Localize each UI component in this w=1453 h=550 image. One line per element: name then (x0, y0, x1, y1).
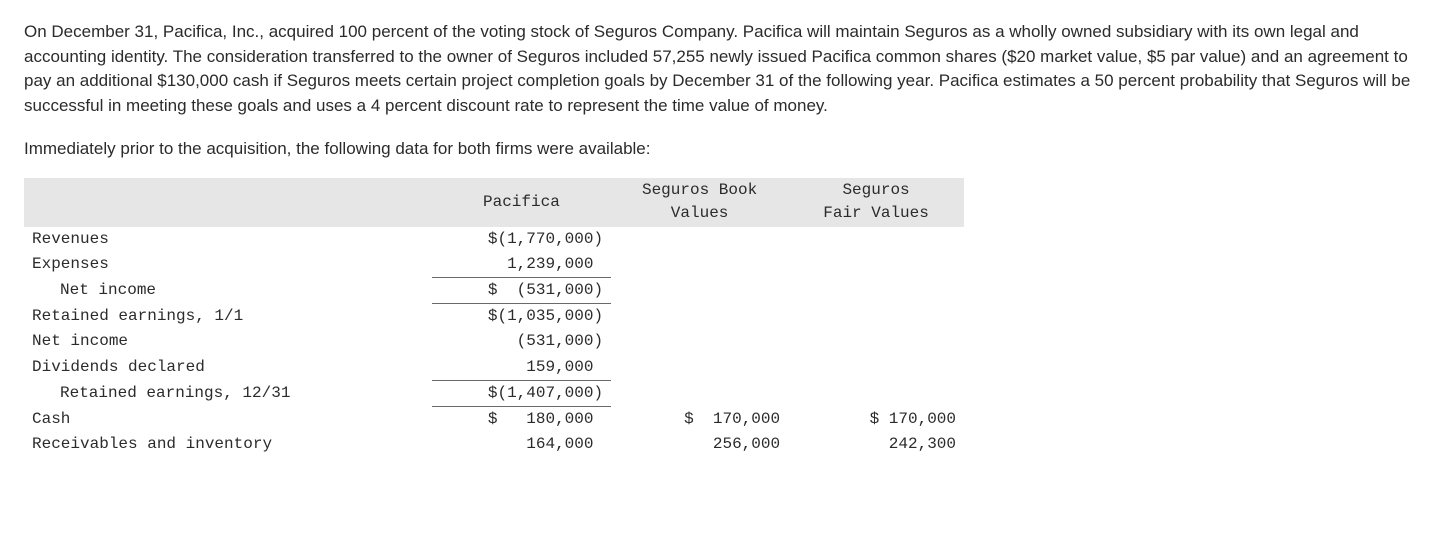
cell-value: 1,239,000 (432, 252, 611, 278)
cell-value: 256,000 (611, 432, 788, 457)
cell-value: 242,300 (788, 432, 964, 457)
cell-value: $ 170,000 (611, 406, 788, 432)
cell-value (788, 304, 964, 330)
problem-paragraph-2: Immediately prior to the acquisition, th… (24, 137, 1429, 162)
cell-value (611, 380, 788, 406)
row-label: Dividends declared (24, 355, 432, 381)
cell-value (611, 304, 788, 330)
col-header-seguros-book: Seguros Book Values (611, 178, 788, 226)
row-label: Expenses (24, 252, 432, 278)
cell-value: $ 170,000 (788, 406, 964, 432)
table-row: Revenues $(1,770,000) (24, 227, 964, 252)
table-row: Expenses 1,239,000 (24, 252, 964, 278)
row-label: Cash (24, 406, 432, 432)
cell-value (788, 277, 964, 303)
cell-value: $(1,407,000) (432, 380, 611, 406)
cell-value (788, 252, 964, 278)
table-row: Dividends declared 159,000 (24, 355, 964, 381)
row-label: Revenues (24, 227, 432, 252)
cell-value: (531,000) (432, 329, 611, 354)
table-row: Receivables and inventory 164,000 256,00… (24, 432, 964, 457)
cell-value (788, 355, 964, 381)
col-header-pacifica: Pacifica (432, 178, 611, 226)
row-label: Net income (24, 277, 432, 303)
cell-value: 159,000 (432, 355, 611, 381)
cell-value (611, 227, 788, 252)
cell-value: $(1,035,000) (432, 304, 611, 330)
col-header-seguros-fair: Seguros Fair Values (788, 178, 964, 226)
row-label: Receivables and inventory (24, 432, 432, 457)
cell-value: $ (531,000) (432, 277, 611, 303)
table-row: Cash $ 180,000 $ 170,000 $ 170,000 (24, 406, 964, 432)
cell-value (611, 277, 788, 303)
cell-value (611, 252, 788, 278)
table-row: Net income (531,000) (24, 329, 964, 354)
row-label: Retained earnings, 12/31 (24, 380, 432, 406)
row-label: Retained earnings, 1/1 (24, 304, 432, 330)
col-header-blank (24, 178, 432, 226)
cell-value (788, 329, 964, 354)
row-label: Net income (24, 329, 432, 354)
cell-value (788, 227, 964, 252)
problem-paragraph-1: On December 31, Pacifica, Inc., acquired… (24, 20, 1429, 119)
cell-value: $(1,770,000) (432, 227, 611, 252)
cell-value (611, 355, 788, 381)
cell-value: $ 180,000 (432, 406, 611, 432)
table-row: Retained earnings, 1/1 $(1,035,000) (24, 304, 964, 330)
cell-value (788, 380, 964, 406)
cell-value (611, 329, 788, 354)
cell-value: 164,000 (432, 432, 611, 457)
table-row: Retained earnings, 12/31 $(1,407,000) (24, 380, 964, 406)
table-row: Net income $ (531,000) (24, 277, 964, 303)
financial-data-table: Pacifica Seguros Book Values Seguros Fai… (24, 178, 964, 457)
